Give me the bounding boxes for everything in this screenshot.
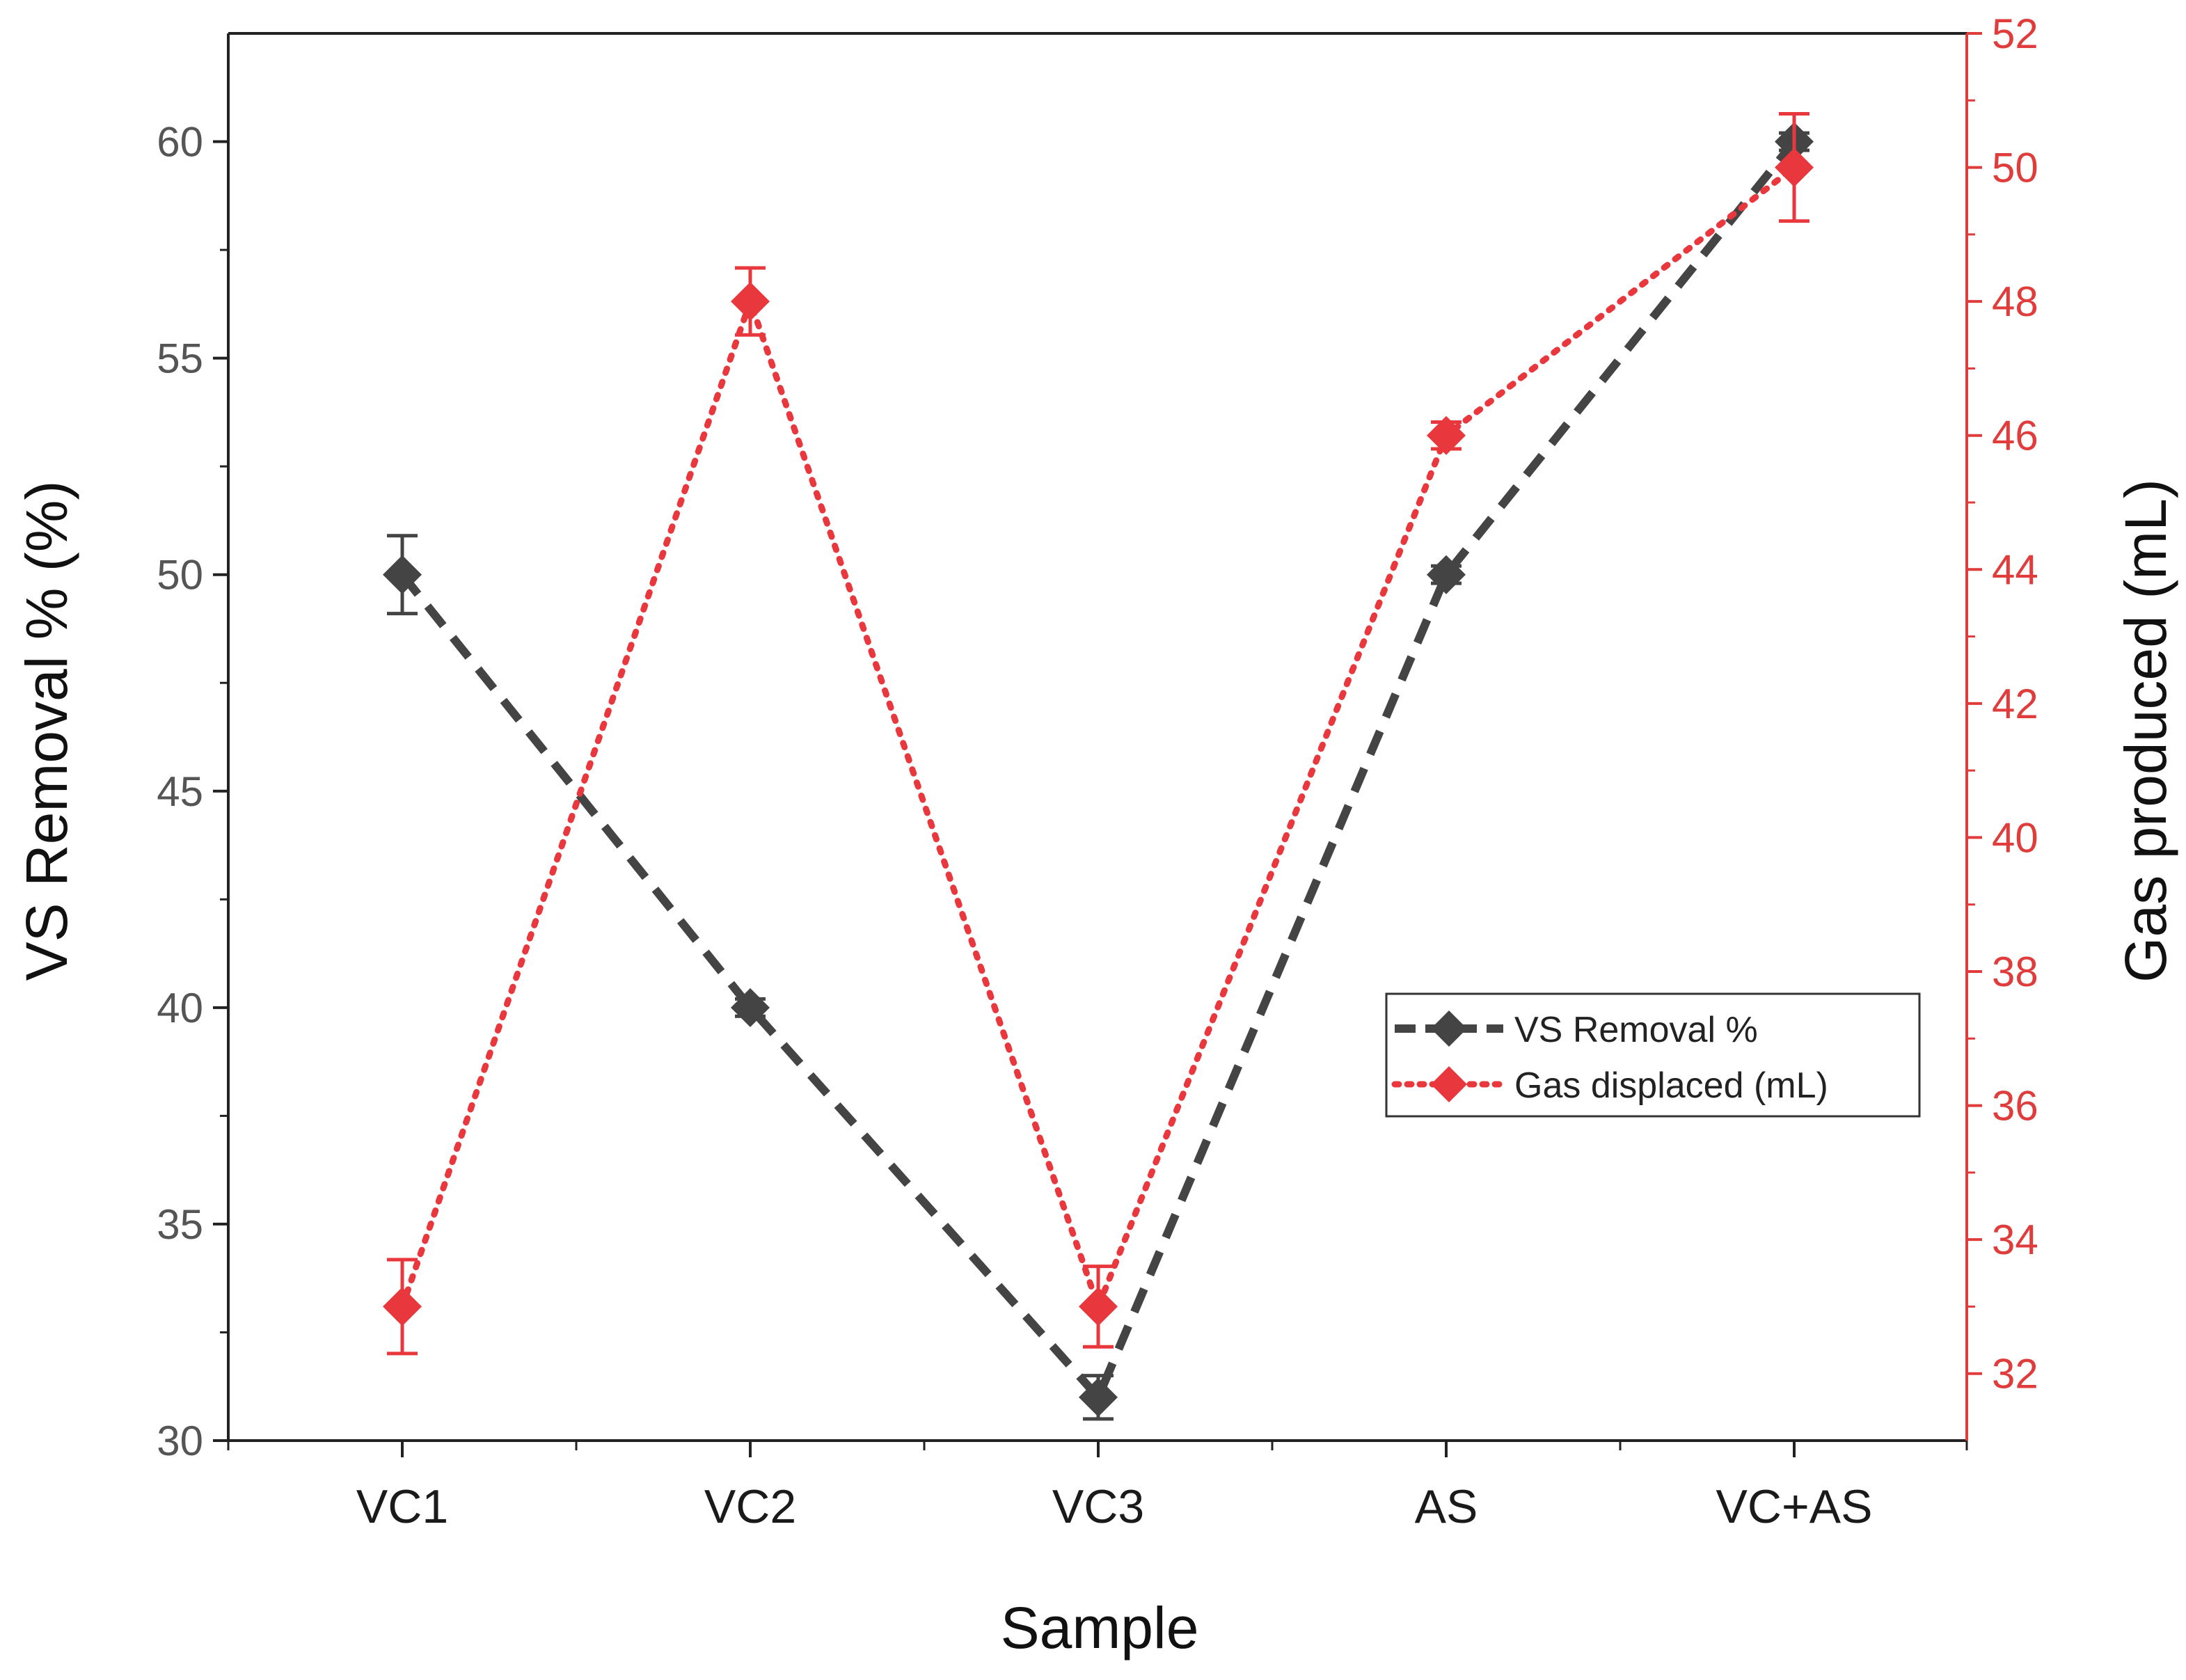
y-tick-label-right: 40 [1992,814,2038,861]
vs-removal-point [731,988,770,1027]
gas-displaced-point [383,1287,422,1326]
y-tick-label-right: 48 [1992,278,2038,325]
y-tick-label-left: 55 [157,335,203,382]
legend-marker-gas-displaced [1431,1066,1467,1102]
y-axis-title-left: VS Removal % (%) [14,481,79,981]
y-tick-label-right: 32 [1992,1351,2038,1397]
y-tick-label-right: 50 [1992,145,2038,191]
y-tick-label-right: 44 [1992,546,2038,593]
y-tick-label-left: 30 [157,1418,203,1464]
x-axis-title: Sample [1001,1595,1199,1661]
gas-displaced-line [399,164,1798,1316]
vs-removal-line [399,138,1798,1405]
y-tick-label-left: 50 [157,552,203,599]
legend: VS Removal % Gas displaced (mL) [1385,992,1921,1118]
x-tick-label: VC2 [704,1480,796,1533]
y-tick-label-right: 34 [1992,1217,2038,1263]
x-tick-label: VC3 [1052,1480,1144,1533]
legend-label-vs-removal: VS Removal % [1514,1010,1758,1050]
gas-displaced-point [731,282,770,322]
x-tick-label: VC1 [356,1480,448,1533]
y-tick-label-left: 40 [157,985,203,1031]
y-axis-title-right: Gas produced (mL) [2113,479,2178,983]
y-tick-label-right: 52 [1992,10,2038,57]
y-tick-label-right: 42 [1992,681,2038,727]
y-tick-label-left: 35 [157,1201,203,1248]
gas-displaced-point [1775,148,1814,187]
vs-removal-point [1427,555,1466,594]
y-tick-label-left: 45 [157,768,203,815]
gas-displaced-point [1079,1287,1118,1326]
x-tick-label: AS [1415,1480,1478,1533]
y-tick-label-right: 38 [1992,949,2038,995]
legend-label-gas-displaced: Gas displaced (mL) [1514,1065,1828,1106]
x-tick-label: VC+AS [1716,1480,1873,1533]
legend-box [1385,992,1921,1118]
y-tick-label-left: 60 [157,119,203,166]
y-tick-label-right: 46 [1992,413,2038,459]
vs-removal-point [383,555,422,594]
gas-displaced-point [1427,415,1466,455]
legend-marker-vs-removal [1431,1011,1467,1047]
y-tick-label-right: 36 [1992,1083,2038,1130]
series-layer [383,112,1814,1421]
vs-removal-point [1079,1377,1118,1417]
axes-layer: 30 35 40 45 50 55 60 32 34 36 38 40 42 44 46 48 50 52 VC1 V… [157,10,2038,1533]
